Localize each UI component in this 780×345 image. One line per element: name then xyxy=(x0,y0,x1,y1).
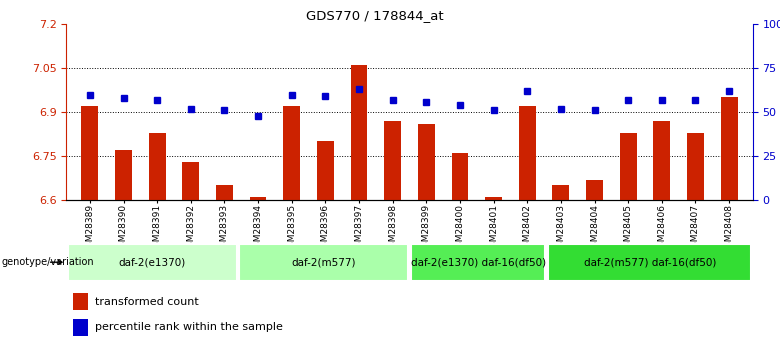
Bar xyxy=(687,133,704,200)
Bar xyxy=(519,106,536,200)
Bar xyxy=(149,133,165,200)
Bar xyxy=(452,153,468,200)
Bar xyxy=(250,197,267,200)
Bar xyxy=(385,121,401,200)
Bar xyxy=(654,121,670,200)
Bar xyxy=(68,244,236,281)
Bar xyxy=(115,150,132,200)
Bar xyxy=(586,180,603,200)
Text: daf-2(e1370) daf-16(df50): daf-2(e1370) daf-16(df50) xyxy=(410,257,546,267)
Bar xyxy=(183,162,199,200)
Bar xyxy=(351,65,367,200)
Title: GDS770 / 178844_at: GDS770 / 178844_at xyxy=(307,9,444,22)
Bar xyxy=(548,244,751,281)
Text: percentile rank within the sample: percentile rank within the sample xyxy=(95,323,283,332)
Text: daf-2(e1370): daf-2(e1370) xyxy=(119,257,186,267)
Bar xyxy=(620,133,636,200)
Bar xyxy=(552,185,569,200)
Text: genotype/variation: genotype/variation xyxy=(2,257,94,267)
Bar xyxy=(216,185,233,200)
Bar xyxy=(317,141,334,200)
Bar xyxy=(73,319,88,336)
Bar xyxy=(721,98,738,200)
Bar xyxy=(418,124,434,200)
Bar xyxy=(283,106,300,200)
Bar xyxy=(73,293,88,310)
Text: daf-2(m577) daf-16(df50): daf-2(m577) daf-16(df50) xyxy=(583,257,716,267)
Bar xyxy=(485,197,502,200)
Bar xyxy=(411,244,545,281)
Bar xyxy=(81,106,98,200)
Text: transformed count: transformed count xyxy=(95,297,199,307)
Text: daf-2(m577): daf-2(m577) xyxy=(292,257,356,267)
Bar xyxy=(239,244,408,281)
